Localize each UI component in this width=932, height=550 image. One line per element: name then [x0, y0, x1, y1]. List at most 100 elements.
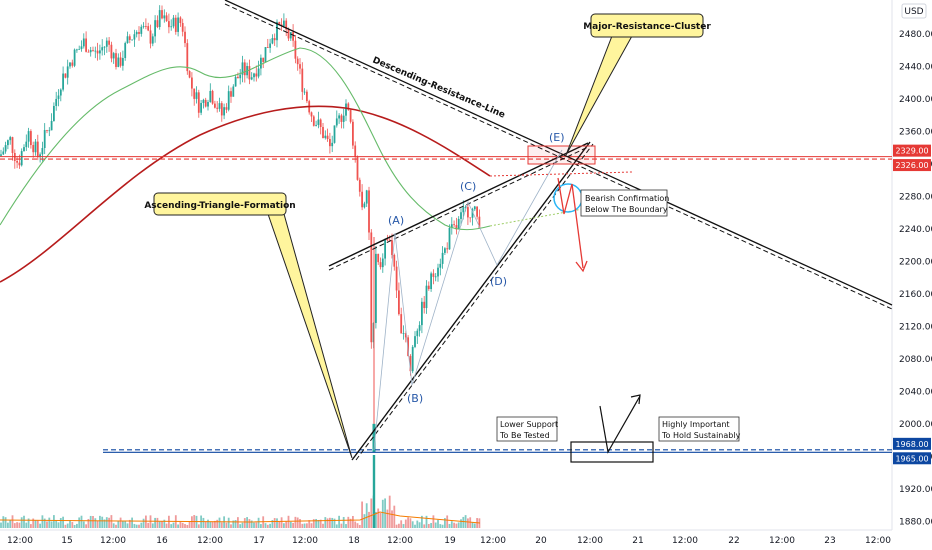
volume-bar	[255, 522, 258, 528]
candle-body	[179, 17, 182, 24]
volume-bar	[186, 524, 189, 528]
candle-body	[41, 148, 44, 155]
candle-body	[331, 142, 334, 147]
candle-body	[227, 91, 230, 110]
candle-body	[195, 92, 198, 99]
volume-bar	[216, 519, 219, 528]
candle-body	[437, 267, 439, 277]
candle-body	[386, 239, 389, 241]
volume-bar	[168, 515, 170, 528]
candle-body	[18, 162, 21, 166]
candle-body	[255, 73, 258, 77]
volume-bar	[260, 524, 262, 528]
volume-bar	[218, 517, 221, 528]
volume-bar	[234, 520, 237, 528]
candle-body	[25, 141, 28, 148]
bearish-path	[557, 177, 573, 215]
candle-body	[119, 57, 122, 66]
bearish-confirmation-note[interactable]: Bearish Confirmation Below The Boundary	[580, 189, 669, 217]
volume-bar	[296, 517, 299, 528]
candle-body	[177, 17, 179, 32]
x-tick-label: 12:00	[197, 536, 223, 546]
volume-bars	[0, 455, 481, 528]
volume-bar	[34, 520, 37, 528]
volume-bar	[0, 522, 2, 528]
volume-bar	[115, 524, 117, 528]
wave-path	[373, 149, 563, 451]
volume-bar	[239, 524, 242, 528]
volume-bar	[358, 524, 361, 528]
candle-body	[368, 190, 370, 233]
volume-bar	[276, 518, 278, 528]
y-tick-label: 2400.00	[899, 95, 932, 105]
note-box	[658, 416, 740, 442]
volume-bar	[377, 508, 380, 528]
volume-bar	[241, 522, 244, 528]
volume-bar	[124, 520, 127, 528]
candle-body	[9, 137, 12, 141]
candle-body	[163, 15, 166, 19]
x-tick-label: 12:00	[292, 536, 318, 546]
volume-bar	[434, 522, 437, 528]
volume-bar	[289, 521, 292, 528]
candle-body	[347, 103, 350, 110]
candle-body	[214, 103, 216, 108]
volume-bar	[469, 517, 472, 528]
volume-bar	[398, 523, 400, 528]
candle-body	[462, 207, 465, 213]
candle-body	[140, 26, 143, 34]
volume-bar	[11, 515, 14, 528]
currency-badge[interactable]	[901, 3, 927, 19]
x-tick-label: 12:00	[865, 536, 891, 546]
callout-box	[153, 192, 287, 216]
candle-body	[124, 43, 127, 59]
hold-sustainably-note[interactable]: Highly Important To Hold Sustainably	[658, 416, 741, 442]
lower-support-note[interactable]: Lower Support To Be Tested	[496, 416, 558, 442]
volume-bar	[285, 521, 288, 528]
y-tick-label: 2240.00	[899, 225, 932, 235]
volume-bar	[89, 515, 92, 528]
volume-bar	[209, 521, 212, 528]
candle-body	[269, 43, 271, 48]
candle-body	[69, 62, 71, 67]
wave-label-c: (C)	[460, 180, 476, 193]
candle-body	[165, 15, 168, 22]
major-resistance-callout[interactable]: Major-Resistance-Cluster	[565, 13, 711, 156]
candle-body	[55, 98, 58, 106]
candle-body	[103, 46, 106, 48]
candle-body	[358, 179, 361, 192]
price-tag-box	[893, 144, 931, 157]
volume-bar	[133, 523, 136, 528]
candle-body	[467, 207, 469, 218]
candle-body	[283, 20, 285, 27]
descending-resistance-line	[224, 0, 893, 306]
ma-50-line	[0, 47, 491, 231]
volume-bar	[248, 519, 251, 528]
volume-bar	[333, 518, 336, 528]
candle-body	[184, 31, 186, 44]
candle-body	[186, 43, 189, 72]
candle-body	[301, 68, 304, 92]
volume-bar	[425, 515, 428, 528]
volume-bar	[467, 518, 469, 528]
volume-bar	[299, 519, 301, 528]
triangle-lower-line	[351, 141, 591, 461]
candle-body	[333, 125, 336, 143]
volume-bar	[354, 521, 357, 528]
candle-body	[319, 119, 322, 127]
candle-body	[108, 40, 110, 45]
volume-bar	[225, 522, 228, 528]
ascending-triangle-callout[interactable]: Ascending-Triangle-Formation	[144, 192, 353, 459]
volume-bar	[407, 517, 409, 528]
candle-body	[455, 225, 458, 230]
candle-body	[112, 53, 115, 59]
volume-bar	[453, 522, 455, 528]
x-tick-label: 17	[253, 536, 264, 546]
candle-body	[322, 126, 324, 138]
bearish-arrow-head	[575, 260, 588, 273]
volume-bar	[372, 455, 376, 528]
candle-body	[207, 102, 209, 107]
candle-body	[48, 130, 51, 132]
volume-bar	[287, 515, 290, 528]
